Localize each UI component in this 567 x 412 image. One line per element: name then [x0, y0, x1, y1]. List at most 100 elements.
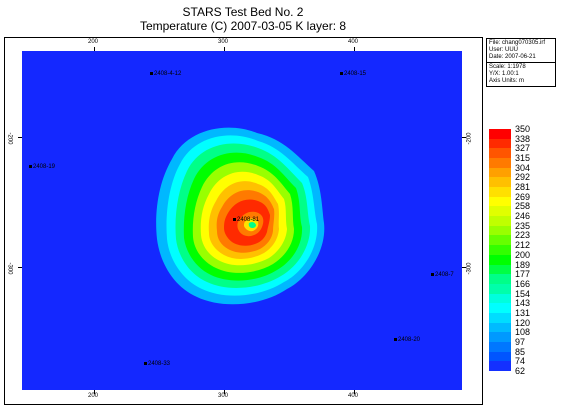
legend-label: 108	[515, 327, 531, 338]
legend-label: 143	[515, 298, 531, 309]
well-dot-icon	[431, 272, 434, 276]
tick	[224, 390, 225, 394]
color-legend: 350 338 327 315 304 292 281 269 258 246 235 223 212 2…	[489, 125, 530, 376]
tick	[354, 47, 355, 51]
well-label: 2408-7	[435, 272, 454, 278]
well-label: 2408-19	[33, 164, 56, 170]
legend-swatch	[489, 138, 511, 149]
legend-swatch	[489, 216, 511, 227]
legend-swatch	[489, 303, 511, 314]
legend-swatch	[489, 129, 511, 140]
legend-label: 269	[515, 191, 531, 202]
axis-label-top: 300	[218, 39, 229, 45]
well-dot-icon	[150, 71, 153, 75]
legend-label: 235	[515, 220, 531, 231]
well-marker[interactable]: 2408-20	[394, 337, 420, 344]
legend-swatch	[489, 312, 511, 324]
legend-label: 258	[515, 201, 531, 212]
tick	[18, 267, 22, 268]
legend-label: 246	[515, 211, 531, 222]
legend-label: 189	[515, 259, 531, 270]
well-label: 2408-33	[148, 361, 171, 367]
info-yx: Y/X: 1.00:1	[489, 71, 519, 77]
legend-label: 74	[515, 356, 526, 367]
info-file: File: chang070305.irf	[489, 40, 546, 46]
info-scale: Scale: 1:1978	[489, 64, 526, 70]
well-dot-icon	[233, 217, 236, 221]
info-scale-block: Scale: 1:1978 Y/X: 1.00:1 Axis Units: m	[487, 62, 555, 86]
axis-label-right: -300	[466, 262, 473, 275]
plot-title: STARS Test Bed No. 2	[182, 5, 304, 19]
legend-swatch	[489, 264, 511, 275]
well-dot-icon	[29, 164, 32, 168]
legend-swatch	[489, 293, 511, 304]
axis-label-bottom: 300	[218, 393, 229, 399]
legend-swatch	[489, 322, 511, 333]
legend-label: 200	[515, 249, 531, 260]
tick	[462, 137, 466, 138]
legend-label: 62	[515, 366, 526, 376]
tick	[18, 137, 22, 138]
legend-swatch	[489, 206, 511, 217]
well-marker[interactable]: 2408-33	[144, 361, 170, 368]
axis-label-right: -200	[466, 132, 473, 145]
well-marker[interactable]: 2408-19	[29, 164, 55, 171]
info-date: Date: 2007-06-21	[489, 54, 536, 60]
well-marker[interactable]: 2408-7	[431, 272, 454, 279]
legend-label: 223	[515, 230, 531, 241]
well-dot-icon	[340, 71, 343, 75]
legend-label: 212	[515, 240, 531, 251]
legend-swatch	[489, 196, 511, 207]
legend-swatch	[489, 283, 511, 295]
contour-band	[248, 221, 256, 228]
legend-swatch	[489, 245, 511, 256]
well-label: 2408-20	[398, 337, 421, 343]
map-frame: 200 300 400 200 300 400 -200 -300 -200 -…	[4, 37, 483, 405]
legend-swatch	[489, 167, 511, 178]
legend-swatch	[489, 158, 511, 169]
legend-label: 327	[515, 143, 531, 154]
well-label: 2408-4-12	[154, 71, 182, 77]
tick	[462, 267, 466, 268]
legend-label: 177	[515, 269, 531, 280]
temperature-map	[22, 51, 462, 390]
legend-swatch	[489, 361, 511, 372]
well-dot-icon	[144, 361, 147, 365]
legend-swatch	[489, 148, 511, 159]
legend-label: 85	[515, 346, 526, 357]
info-panel: File: chang070305.irf User: UUU Date: 20…	[486, 38, 556, 87]
legend-label: 131	[515, 307, 531, 318]
info-user: User: UUU	[489, 47, 519, 53]
legend-swatch	[489, 187, 511, 198]
legend-swatch	[489, 225, 511, 236]
well-marker[interactable]: 2408-15	[340, 71, 366, 78]
tick	[224, 47, 225, 51]
legend-label: 97	[515, 336, 526, 347]
axis-label-left: -300	[6, 262, 13, 275]
plot-subtitle: Temperature (C) 2007-03-05 K layer: 8	[139, 19, 347, 33]
tick	[94, 47, 95, 51]
well-marker[interactable]: 2408-4-12	[150, 71, 181, 78]
axis-label-top: 400	[348, 39, 359, 45]
info-axis-units: Axis Units: m	[489, 78, 525, 84]
heat-plume	[22, 51, 462, 390]
legend-swatch	[489, 177, 511, 188]
legend-label: 338	[515, 133, 531, 144]
tick	[94, 390, 95, 394]
well-marker[interactable]: 2408-81	[233, 217, 259, 224]
info-file-block: File: chang070305.irf User: UUU Date: 20…	[487, 39, 555, 62]
legend-label: 154	[515, 288, 531, 299]
axis-label-left: -200	[6, 132, 13, 145]
axis-label-top: 200	[88, 39, 99, 45]
legend-swatch	[489, 254, 511, 265]
legend-label: 166	[515, 278, 531, 289]
legend-swatch	[489, 341, 511, 353]
legend-label: 350	[515, 124, 531, 134]
axis-label-bottom: 200	[88, 393, 99, 399]
legend-swatch	[489, 274, 511, 285]
legend-label: 315	[515, 153, 531, 164]
legend-swatch	[489, 351, 511, 362]
legend-label: 120	[515, 317, 531, 328]
legend-label: 281	[515, 182, 531, 193]
legend-label: 304	[515, 162, 531, 173]
